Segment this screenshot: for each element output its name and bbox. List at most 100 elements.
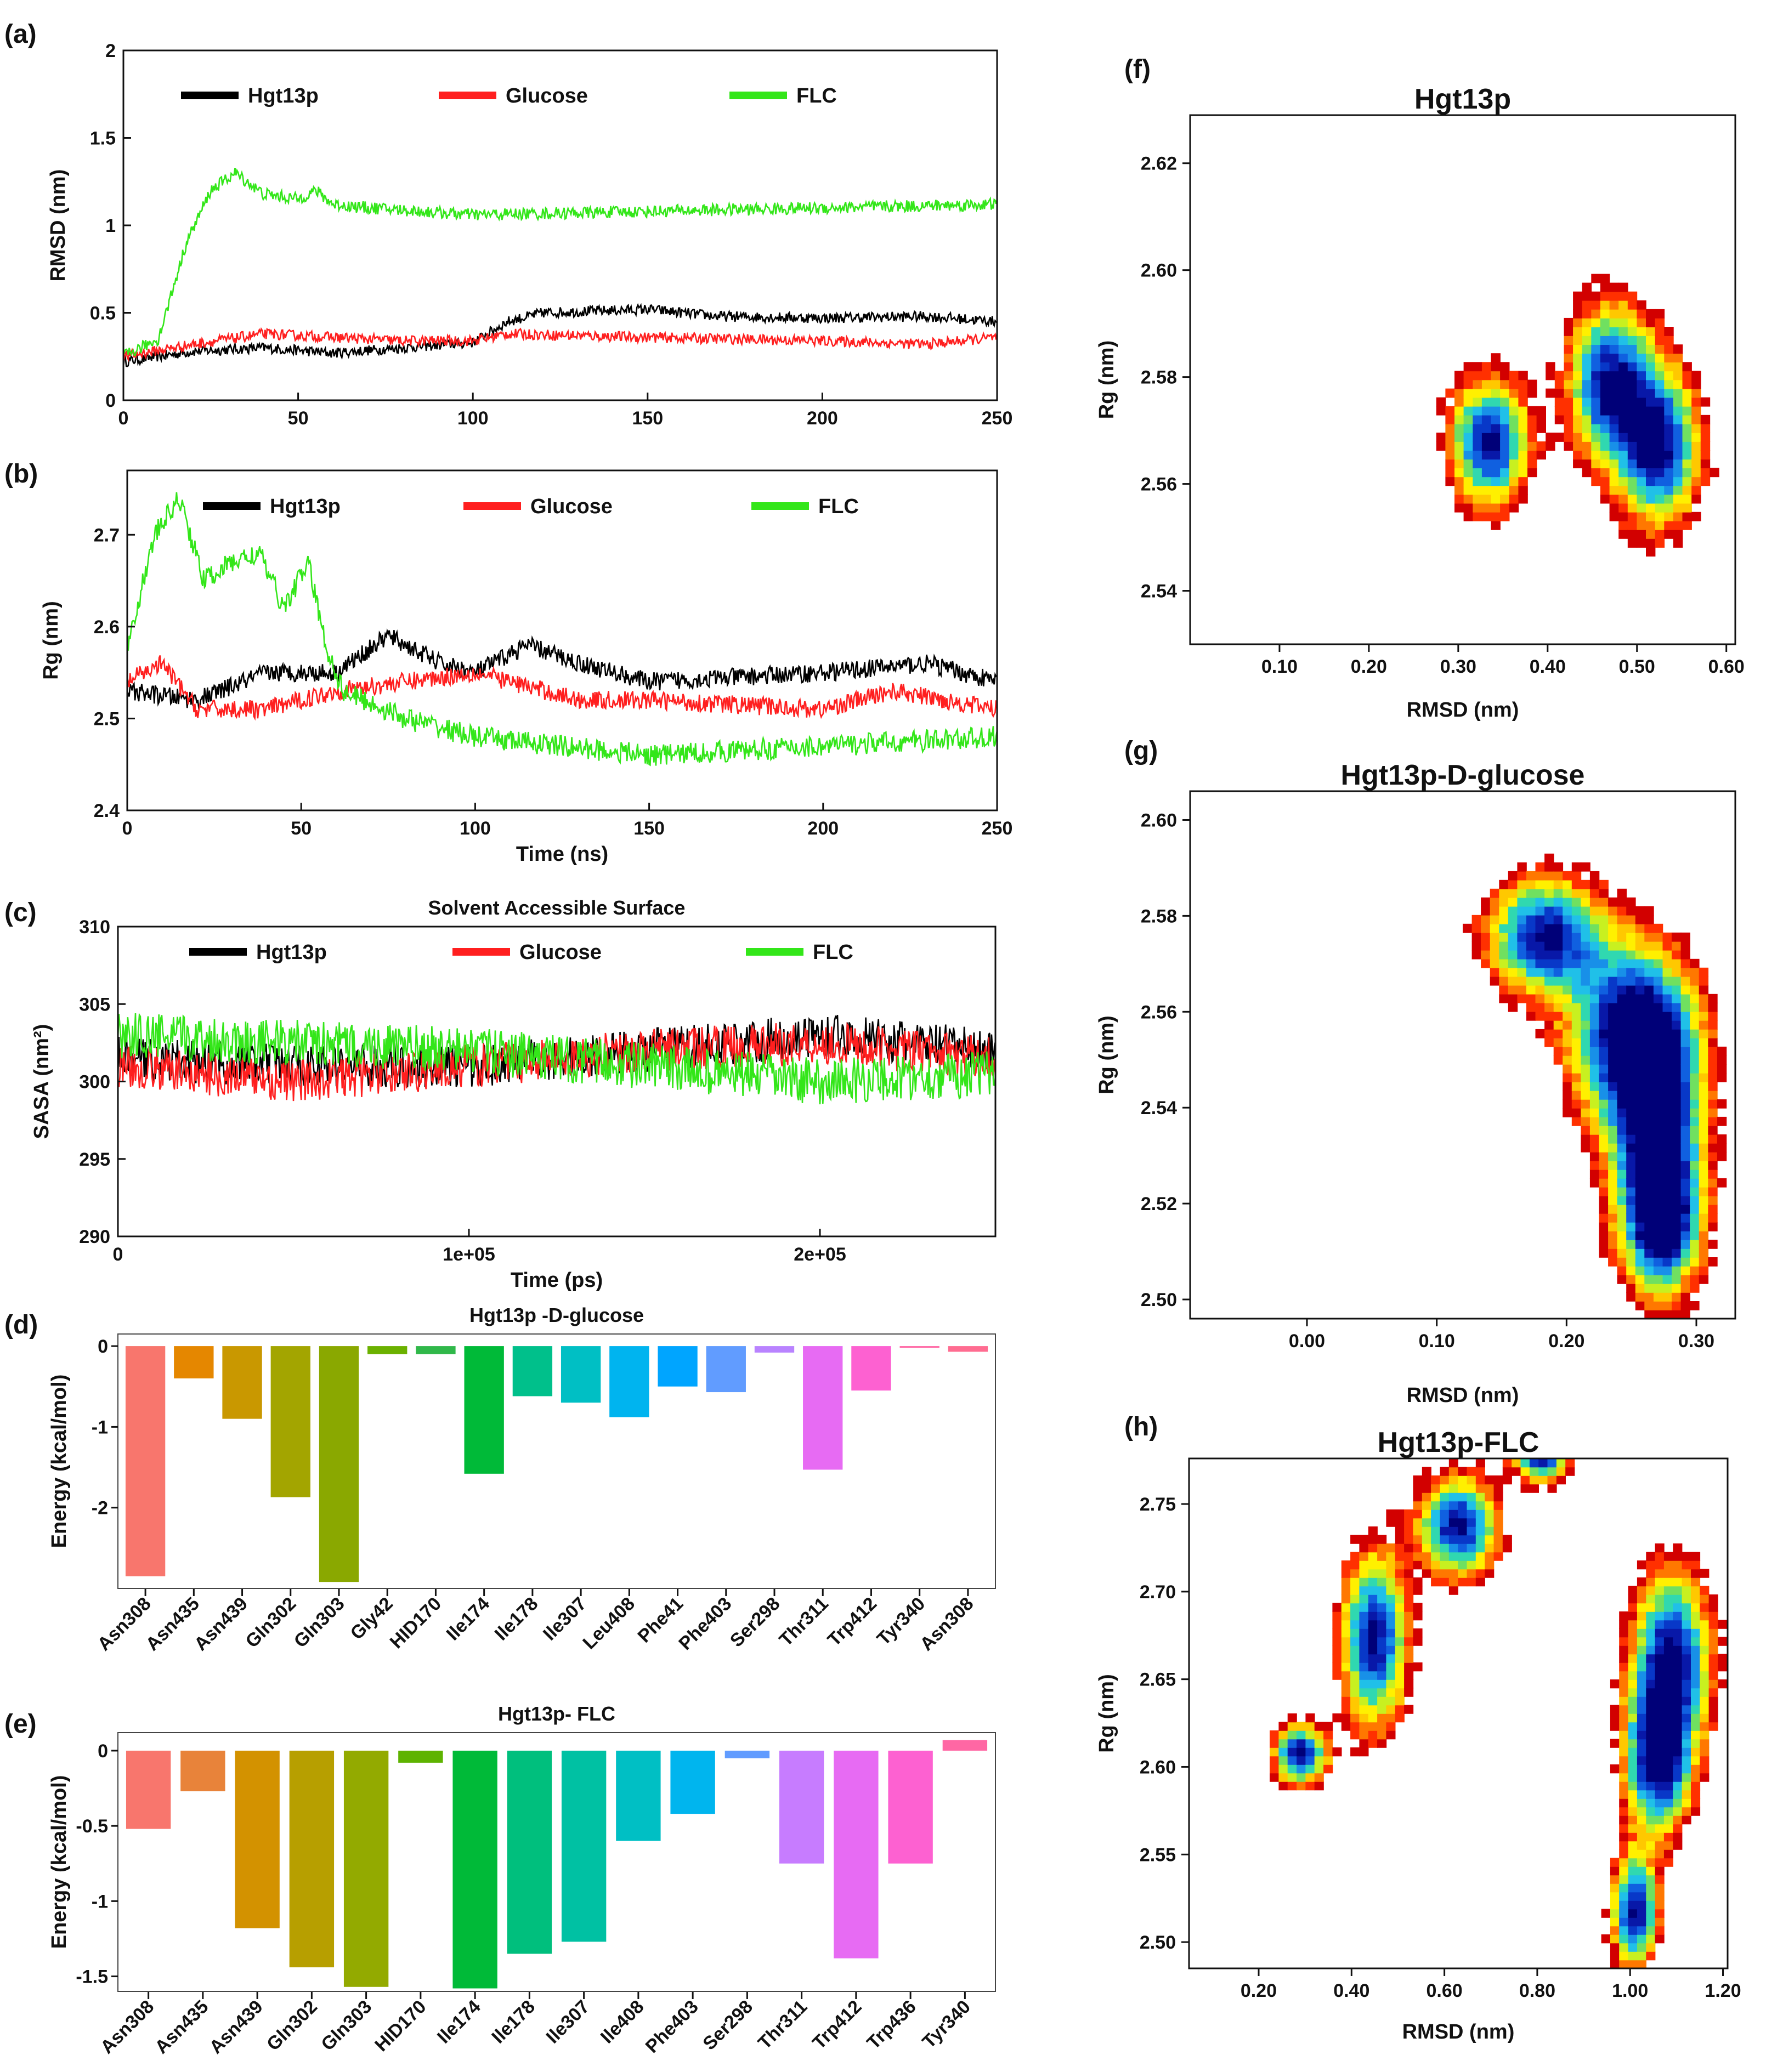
heat-cell [1591, 415, 1601, 424]
heat-cell [1413, 1637, 1423, 1646]
heat-cell [1553, 862, 1564, 872]
heat-cell [1617, 941, 1627, 951]
heat-cell [1341, 1603, 1351, 1612]
heat-cell [1413, 1492, 1423, 1502]
heat-cell [1690, 1029, 1700, 1038]
heat-cell [1653, 1125, 1663, 1135]
heat-cell [1672, 1072, 1682, 1082]
heat-cell [1680, 985, 1690, 995]
heat-cell [1463, 512, 1473, 521]
heat-cell [1628, 1620, 1638, 1629]
heat-cell [1635, 1011, 1645, 1021]
x-tick-label: Asn435 [142, 1593, 203, 1655]
bar-gln303 [343, 1750, 389, 1987]
heat-cell [1655, 1764, 1665, 1774]
heat-cell [1565, 1458, 1575, 1468]
heat-cell [1413, 1577, 1423, 1587]
heat-cell [1491, 512, 1501, 521]
x-tick-label: Ile174 [433, 1996, 485, 2048]
heat-cell [1608, 1257, 1618, 1267]
heat-cell [1608, 1151, 1618, 1161]
heat-cell [1395, 1713, 1405, 1723]
heat-cell [1680, 1213, 1690, 1223]
heat-cell [1682, 1781, 1691, 1791]
heat-cell [1395, 1586, 1405, 1595]
heat-cell [1646, 1713, 1656, 1723]
heat-cell [1664, 371, 1674, 381]
heat-cell [1655, 1832, 1665, 1842]
heat-cell [1440, 1467, 1450, 1476]
heat-cell [1481, 941, 1491, 951]
heat-cell [1475, 1501, 1485, 1510]
heat-cell [1600, 388, 1610, 398]
heat-cell [1556, 1467, 1566, 1476]
heat-cell [1547, 1484, 1557, 1493]
heat-cell [1608, 1240, 1618, 1249]
heat-cell [1499, 958, 1509, 968]
heat-cell [1527, 379, 1537, 389]
heat-cell [1655, 344, 1665, 354]
heat-cell [1564, 406, 1573, 416]
heat-cell [1553, 941, 1564, 951]
heat-cell [1637, 1781, 1646, 1791]
heat-cell [1609, 327, 1619, 336]
heat-cell [1708, 1169, 1718, 1179]
y-tick-label: 2.7 [94, 525, 120, 546]
heat-cell [1359, 1620, 1369, 1629]
heat-cell [1404, 1577, 1414, 1587]
heat-cell [1618, 485, 1628, 495]
y-tick-label: 0 [105, 390, 116, 411]
panel-g-label: (g) [1124, 736, 1158, 765]
heat-cell [1644, 1195, 1654, 1205]
heat-cell [1626, 1029, 1636, 1038]
heat-cell [1700, 1705, 1710, 1714]
y-axis-label: RMSD (nm) [47, 169, 70, 282]
heat-cell [1628, 1654, 1638, 1663]
heat-cell [1582, 415, 1592, 424]
heat-cell [1690, 1125, 1700, 1135]
heat-cell [1617, 967, 1627, 977]
heat-cell [1672, 1125, 1682, 1135]
heat-cell [1458, 1535, 1468, 1544]
heat-cell [1646, 1858, 1656, 1867]
heat-cell [1608, 1072, 1618, 1082]
y-tick-label: 2.60 [1140, 1757, 1176, 1778]
heat-cell [1655, 1620, 1665, 1629]
heat-cell [1619, 1934, 1629, 1944]
heat-cell [1610, 1705, 1620, 1714]
x-tick-label: Gln303 [317, 1996, 376, 2055]
bar-trp436 [888, 1750, 933, 1864]
heat-cell [1500, 512, 1510, 521]
heat-cell [1653, 1169, 1663, 1179]
heat-cell [1582, 406, 1592, 416]
heat-cell [1536, 406, 1546, 416]
heat-cell [1297, 1739, 1306, 1748]
plot-frame [117, 1333, 996, 1589]
bar-gly42 [367, 1346, 407, 1354]
heat-cell [1617, 994, 1627, 1003]
heat-cell [1526, 994, 1536, 1003]
heat-cell [1682, 362, 1692, 372]
heat-cell [1699, 1072, 1709, 1082]
heat-cell [1619, 1943, 1629, 1952]
heat-cell [1637, 1824, 1646, 1833]
heat-cell [1287, 1722, 1297, 1731]
heat-cell [1520, 1458, 1530, 1468]
heat-cell [1691, 1577, 1701, 1587]
heat-cell [1662, 1134, 1672, 1144]
heat-cell [1691, 1569, 1701, 1578]
heat-cell [1619, 1841, 1629, 1850]
heat-cell [1481, 415, 1492, 424]
chart-energy-glucose: Asn308Asn435Asn439Gln302Gln303Gly42HID17… [48, 1304, 996, 1655]
heat-cell [1628, 1841, 1638, 1850]
heat-cell [1655, 1824, 1665, 1833]
heat-cell [1619, 1883, 1629, 1893]
heat-cell [1440, 1492, 1450, 1502]
heat-cell [1544, 985, 1554, 995]
heat-cell [1448, 1492, 1458, 1502]
heat-cell [1617, 923, 1627, 933]
heat-cell [1635, 958, 1645, 968]
heat-cell [1662, 950, 1672, 960]
heat-cell [1499, 888, 1509, 898]
heat-cell [1618, 317, 1628, 327]
